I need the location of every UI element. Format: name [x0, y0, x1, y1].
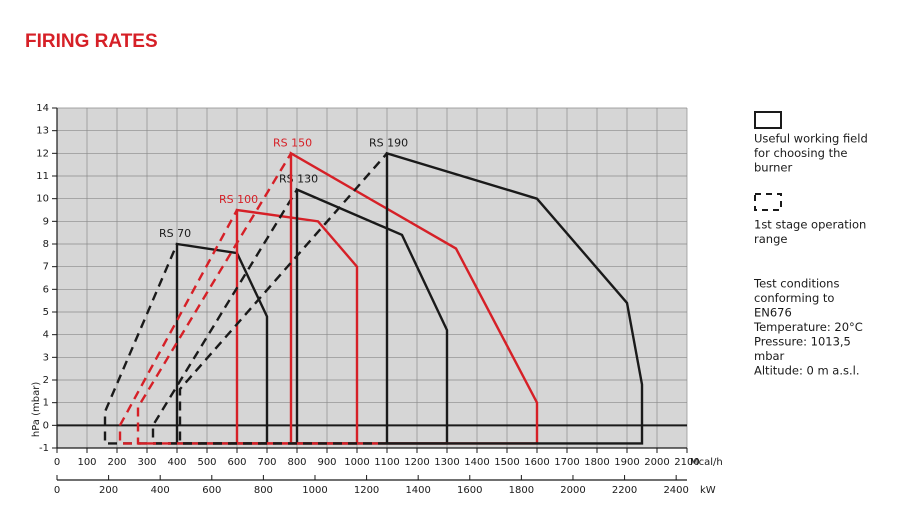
y-tick-label: 5	[43, 307, 49, 318]
x2-tick-label: 600	[202, 485, 221, 496]
y-tick-label: 1	[43, 398, 49, 409]
series-label: RS 150	[273, 136, 312, 149]
x2-tick-label: 400	[151, 485, 170, 496]
legend-text: mbar	[754, 349, 785, 363]
first-stage-line	[151, 188, 299, 445]
x-tick-label: 400	[167, 457, 186, 468]
x2-tick-label: 800	[254, 485, 273, 496]
y-tick-label: 6	[43, 284, 49, 295]
y-axis-label: hPa (mbar)	[31, 382, 42, 437]
x2-tick-label: 0	[54, 485, 60, 496]
series-label: RS 190	[369, 136, 408, 149]
x2-tick-label: 1000	[302, 485, 327, 496]
x-tick-label: 1600	[524, 457, 549, 468]
x-tick-label: 1900	[614, 457, 639, 468]
x-tick-label: 100	[77, 457, 96, 468]
legend-dashed-icon	[754, 193, 782, 211]
y-tick-label: 3	[43, 352, 49, 363]
x-tick-label: 200	[107, 457, 126, 468]
series-label: RS 130	[279, 173, 318, 186]
x-tick-label: 1500	[494, 457, 519, 468]
legend-text: for choosing the	[754, 146, 847, 160]
x-tick-label: 300	[137, 457, 156, 468]
y-tick-label: 14	[36, 103, 49, 114]
x2-tick-label: 1800	[509, 485, 534, 496]
x-tick-label: 1400	[464, 457, 489, 468]
y-tick-label: 13	[36, 126, 49, 137]
y-tick-label: 8	[43, 239, 49, 250]
x-tick-label: 1100	[374, 457, 399, 468]
working-field-line	[385, 151, 644, 445]
x-tick-label: 500	[197, 457, 216, 468]
x-tick-label: 800	[287, 457, 306, 468]
x2-tick-label: 1400	[405, 485, 430, 496]
first-stage-line	[118, 209, 239, 445]
x2-tick-label: 1200	[354, 485, 379, 496]
y-tick-label: 10	[36, 194, 49, 205]
legend-text: Altitude: 0 m a.s.l.	[754, 364, 860, 378]
legend-text: 1st stage operation	[754, 218, 866, 232]
legend-text: Useful working field	[754, 132, 868, 146]
y-tick-label: 0	[43, 420, 49, 431]
x-tick-label: 2000	[644, 457, 669, 468]
chart-title: FIRING RATES	[25, 31, 158, 52]
legend-text: range	[754, 232, 787, 246]
legend-text: Pressure: 1013,5	[754, 335, 851, 349]
x-tick-label: 1700	[554, 457, 579, 468]
x-tick-label: 1200	[404, 457, 429, 468]
x2-tick-label: 2400	[663, 485, 688, 496]
legend-solid-icon	[754, 111, 782, 129]
x-tick-label: 600	[227, 457, 246, 468]
x-tick-label: 900	[317, 457, 336, 468]
y-tick-label: 12	[36, 148, 49, 159]
x-tick-label: 0	[54, 457, 60, 468]
x-tick-label: 700	[257, 457, 276, 468]
x2-tick-label: 1600	[457, 485, 482, 496]
series-label: RS 70	[159, 227, 191, 240]
y-tick-label: 4	[43, 330, 49, 341]
plot-area	[57, 108, 687, 448]
legend-text: EN676	[754, 306, 792, 320]
x-axis-label: Mcal/h	[690, 457, 723, 468]
x-tick-label: 2100	[674, 457, 699, 468]
x2-tick-label: 200	[99, 485, 118, 496]
x-tick-label: 1300	[434, 457, 459, 468]
legend-text: Test conditions	[753, 277, 839, 291]
x2-tick-label: 2200	[612, 485, 637, 496]
legend-text: conforming to	[754, 291, 834, 305]
legend-text: burner	[754, 161, 792, 175]
x2-axis-label: kW	[700, 485, 716, 496]
y-tick-label: 2	[43, 375, 49, 386]
x2-tick-label: 2000	[560, 485, 585, 496]
y-tick-label: 11	[36, 171, 49, 182]
y-tick-label: -1	[39, 443, 49, 454]
series-label: RS 100	[219, 193, 258, 206]
x-tick-label: 1800	[584, 457, 609, 468]
y-tick-label: 9	[43, 216, 49, 227]
y-tick-label: 7	[43, 262, 49, 273]
legend-text: Temperature: 20°C	[753, 320, 863, 334]
x-tick-label: 1000	[344, 457, 369, 468]
